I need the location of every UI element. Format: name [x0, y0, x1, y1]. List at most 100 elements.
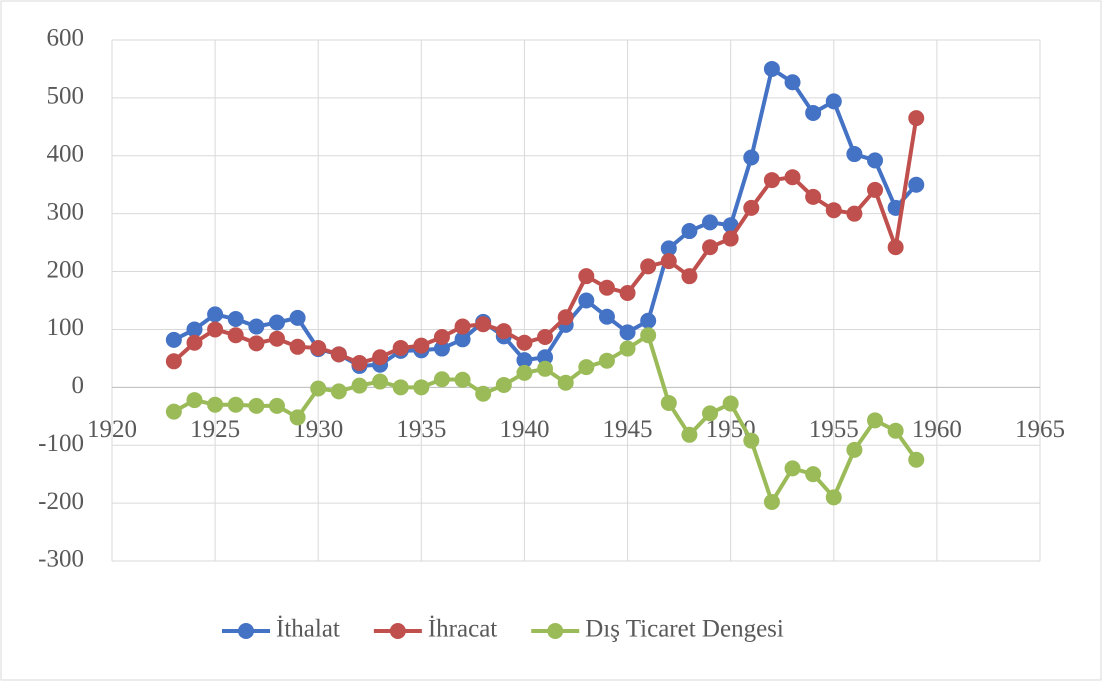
data-point [660, 240, 677, 257]
data-point [702, 239, 719, 256]
data-point [825, 93, 842, 110]
data-point [330, 383, 347, 400]
data-point [702, 405, 719, 422]
data-point [681, 426, 698, 443]
data-point [372, 349, 389, 366]
data-point [805, 466, 822, 483]
data-point [578, 292, 595, 309]
data-point [867, 152, 884, 169]
data-point [908, 451, 925, 468]
data-point [516, 364, 533, 381]
x-tick-label: 1935 [396, 416, 446, 443]
data-point [763, 172, 780, 189]
data-point [887, 239, 904, 256]
y-tick-label: -300 [38, 546, 84, 573]
data-point [454, 331, 471, 348]
legend-marker [389, 623, 406, 639]
data-point [640, 312, 657, 329]
data-point [887, 422, 904, 439]
data-point [268, 330, 285, 347]
data-point [495, 323, 512, 340]
data-point [598, 279, 615, 296]
y-tick-label: 100 [47, 314, 85, 341]
data-point [475, 316, 492, 333]
y-tick-label: 600 [47, 25, 85, 52]
data-point [392, 379, 409, 396]
data-point [413, 337, 430, 354]
x-tick-label: 1965 [1015, 416, 1065, 443]
legend-label: İhracat [428, 616, 497, 643]
data-point [351, 355, 368, 372]
data-point [702, 214, 719, 231]
data-point [784, 169, 801, 186]
data-point [289, 409, 306, 426]
data-point [372, 373, 389, 390]
data-point [165, 331, 182, 348]
data-point [805, 104, 822, 121]
x-tick-label: 1925 [190, 416, 240, 443]
data-point [846, 441, 863, 458]
data-point [413, 379, 430, 396]
data-point [310, 380, 327, 397]
data-point [516, 334, 533, 351]
data-point [330, 346, 347, 363]
data-point [310, 339, 327, 356]
data-point [846, 146, 863, 163]
legend-marker [547, 623, 564, 639]
data-point [433, 340, 450, 357]
y-tick-label: 300 [47, 198, 85, 225]
data-point [248, 335, 265, 352]
x-tick-label: 1955 [809, 416, 859, 443]
data-point [598, 352, 615, 369]
data-point [598, 308, 615, 325]
y-tick-label: -200 [38, 488, 84, 515]
data-point [557, 374, 574, 391]
data-point [475, 385, 492, 402]
data-point [165, 353, 182, 370]
data-point [640, 258, 657, 275]
data-point [784, 460, 801, 477]
data-point [248, 397, 265, 414]
y-tick-label: -100 [38, 430, 84, 457]
data-point [660, 253, 677, 270]
data-point [743, 199, 760, 216]
data-point [784, 74, 801, 91]
data-point [186, 334, 203, 351]
data-point [207, 306, 224, 323]
data-point [908, 176, 925, 193]
data-point [722, 395, 739, 412]
data-point [537, 360, 554, 377]
data-point [578, 268, 595, 285]
data-point [867, 412, 884, 429]
data-point [660, 394, 677, 411]
y-tick-label: 0 [72, 372, 85, 399]
data-point [268, 314, 285, 331]
data-point [433, 328, 450, 345]
x-tick-label: 1940 [499, 416, 549, 443]
data-point [248, 318, 265, 335]
data-point [495, 377, 512, 394]
data-point [681, 223, 698, 240]
data-point [165, 403, 182, 420]
data-point [227, 327, 244, 344]
data-point [908, 110, 925, 127]
y-tick-label: 200 [47, 256, 85, 283]
data-point [516, 352, 533, 369]
data-point [289, 338, 306, 355]
legend-label: Dış Ticaret Dengesi [585, 616, 784, 643]
data-point [351, 377, 368, 394]
data-point [867, 181, 884, 198]
x-tick-label: 1920 [87, 416, 137, 443]
y-tick-label: 500 [47, 83, 85, 110]
data-point [763, 60, 780, 77]
data-point [227, 396, 244, 413]
data-point [537, 349, 554, 366]
data-point [207, 396, 224, 413]
data-point [454, 318, 471, 335]
data-point [681, 268, 698, 285]
legend-label: İthalat [276, 616, 340, 643]
data-point [227, 311, 244, 328]
data-point [433, 371, 450, 388]
data-point [557, 309, 574, 326]
